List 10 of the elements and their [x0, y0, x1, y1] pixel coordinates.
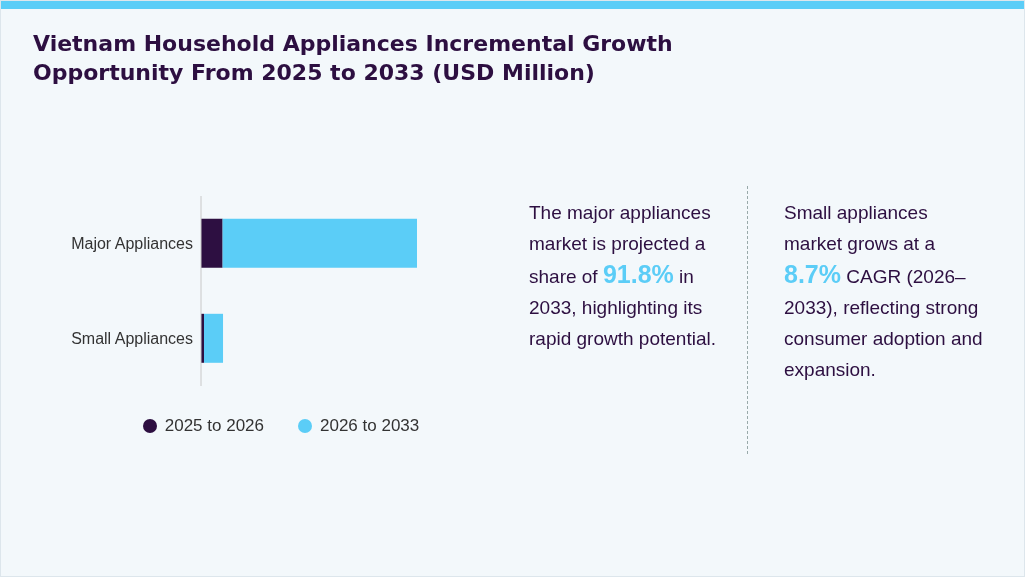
text: Small appliances market grows at a 8.7% CAGR (2026–2033), reflecting strong consumer adoption and expansion.	[784, 202, 983, 380]
bar	[204, 313, 224, 363]
bar	[222, 218, 417, 268]
chart-title: Vietnam Household Appliances Incremental Growth Opportunity From 2025 to 2033 (USD Million)	[33, 30, 674, 87]
legend-label: 2025 to 2026	[164, 416, 264, 436]
y-tick-label: Small Appliances	[71, 330, 193, 348]
legend-label: 2026 to 2033	[320, 416, 420, 436]
bar	[201, 218, 223, 268]
y-tick-label: Major Appliances	[71, 235, 193, 253]
text: The major appliances market is projected a share of 91.8% in 2033, highlighting its rapid growth potential.	[529, 202, 716, 349]
